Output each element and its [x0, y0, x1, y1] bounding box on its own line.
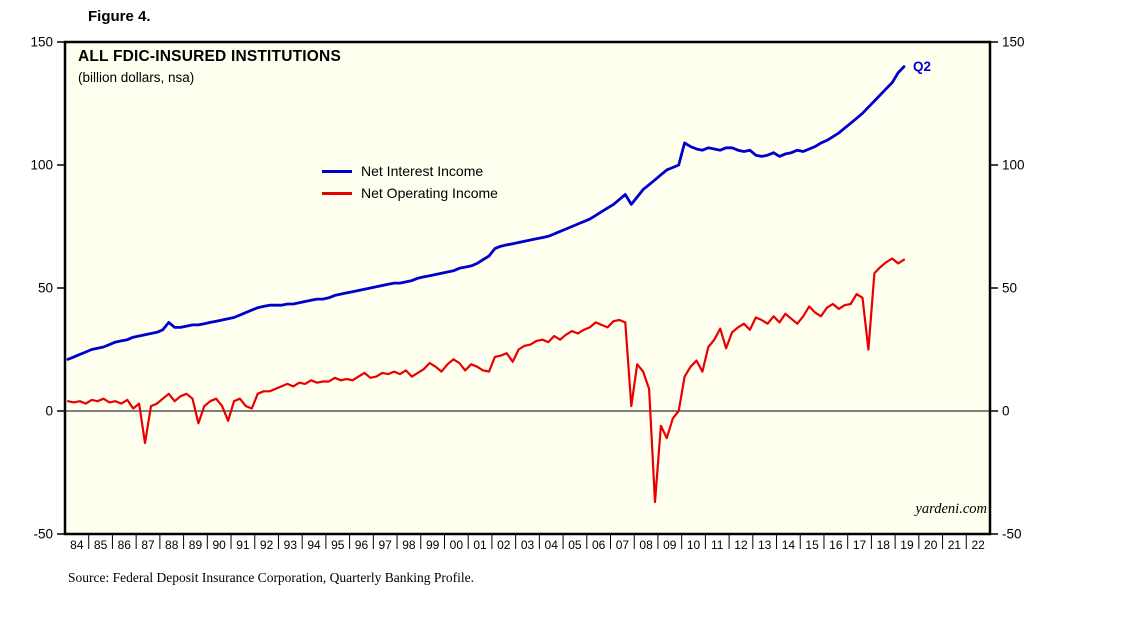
svg-text:87: 87	[141, 538, 155, 552]
svg-text:12: 12	[734, 538, 748, 552]
legend-label-net-operating-income: Net Operating Income	[361, 185, 498, 201]
svg-text:0: 0	[1002, 404, 1010, 419]
svg-text:94: 94	[307, 538, 321, 552]
svg-text:99: 99	[426, 538, 440, 552]
svg-text:86: 86	[118, 538, 132, 552]
svg-text:02: 02	[497, 538, 511, 552]
svg-text:00: 00	[450, 538, 464, 552]
figure-label: Figure 4.	[88, 8, 151, 25]
svg-text:100: 100	[1002, 158, 1025, 173]
svg-text:10: 10	[687, 538, 701, 552]
legend-label-net-interest-income: Net Interest Income	[361, 163, 484, 179]
svg-text:-50: -50	[33, 527, 53, 542]
svg-text:90: 90	[212, 538, 226, 552]
svg-text:06: 06	[592, 538, 606, 552]
legend-item-net-operating-income: Net Operating Income	[322, 182, 498, 204]
svg-text:14: 14	[782, 538, 796, 552]
svg-text:20: 20	[924, 538, 938, 552]
svg-text:150: 150	[1002, 35, 1025, 50]
net-operating-income-line-swatch	[322, 191, 352, 195]
svg-text:21: 21	[948, 538, 962, 552]
svg-text:92: 92	[260, 538, 274, 552]
legend-item-net-interest-income: Net Interest Income	[322, 160, 498, 182]
svg-text:85: 85	[94, 538, 108, 552]
chart-subtitle: (billion dollars, nsa)	[78, 70, 195, 85]
svg-text:16: 16	[829, 538, 843, 552]
net-interest-income-line-swatch	[322, 169, 352, 173]
svg-text:100: 100	[30, 158, 53, 173]
svg-text:19: 19	[900, 538, 914, 552]
svg-text:97: 97	[379, 538, 393, 552]
svg-text:96: 96	[355, 538, 369, 552]
svg-text:150: 150	[30, 35, 53, 50]
svg-text:03: 03	[521, 538, 535, 552]
svg-text:84: 84	[70, 538, 84, 552]
svg-text:-50: -50	[1002, 527, 1022, 542]
svg-text:93: 93	[284, 538, 298, 552]
svg-text:08: 08	[639, 538, 653, 552]
svg-text:01: 01	[473, 538, 487, 552]
legend: Net Interest Income Net Operating Income	[322, 160, 498, 204]
svg-text:98: 98	[402, 538, 416, 552]
svg-text:07: 07	[616, 538, 630, 552]
svg-text:05: 05	[568, 538, 582, 552]
svg-text:91: 91	[236, 538, 250, 552]
svg-text:0: 0	[45, 404, 53, 419]
latest-quarter-label: Q2	[913, 59, 932, 74]
svg-text:50: 50	[38, 281, 53, 296]
svg-text:17: 17	[853, 538, 867, 552]
svg-text:88: 88	[165, 538, 179, 552]
yardeni-watermark: yardeni.com	[915, 501, 987, 517]
svg-text:11: 11	[711, 538, 724, 552]
svg-text:09: 09	[663, 538, 677, 552]
svg-text:18: 18	[877, 538, 891, 552]
chart-title: ALL FDIC-INSURED INSTITUTIONS	[78, 48, 341, 65]
svg-text:15: 15	[805, 538, 819, 552]
svg-text:13: 13	[758, 538, 772, 552]
svg-text:89: 89	[189, 538, 203, 552]
svg-text:50: 50	[1002, 281, 1017, 296]
source-note: Source: Federal Deposit Insurance Corpor…	[68, 570, 475, 585]
svg-text:04: 04	[545, 538, 559, 552]
svg-text:22: 22	[971, 538, 985, 552]
svg-text:95: 95	[331, 538, 345, 552]
